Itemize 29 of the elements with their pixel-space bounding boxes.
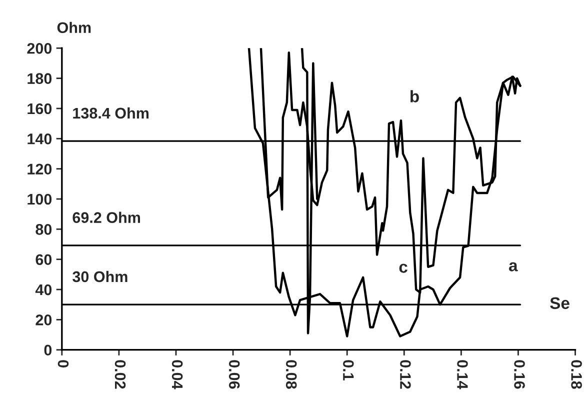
annotation: b: [410, 90, 419, 102]
y-tick-label: 140: [28, 134, 52, 144]
annotation: c: [399, 264, 408, 273]
x-tick-label: 0.06: [228, 360, 240, 389]
x-tick-label: 0.12: [400, 360, 411, 389]
x-tick-label: 0.08: [286, 360, 297, 389]
x-tick-label: 0.04: [172, 360, 183, 390]
x-tick-label: 0: [58, 360, 69, 368]
y-tick-label: 0: [44, 344, 52, 356]
x-tick-label: 0.16: [514, 360, 525, 389]
x-tick-label: 0.02: [114, 360, 126, 389]
y-tick-label: 120: [28, 164, 52, 175]
y-tick-label: 100: [28, 194, 52, 205]
x-tick-label: 0.14: [457, 360, 468, 390]
x-tick-label: 0.18: [571, 360, 582, 389]
y-tick-label: 160: [28, 103, 52, 114]
annotation: a: [508, 262, 518, 272]
y-tick-label: 200: [27, 43, 52, 54]
ref-line-label: 30 Ohm: [72, 270, 128, 282]
y-tick-label: 60: [36, 254, 52, 266]
ref-line-label: 138.4 Ohm: [73, 107, 148, 119]
y-tick-label: 180: [28, 73, 52, 84]
y-axis-title: Ohm: [57, 22, 91, 34]
y-tick-label: 80: [36, 224, 52, 235]
y-tick-label: 20: [36, 314, 52, 326]
ref-line-label: 69.2 Ohm: [72, 212, 140, 223]
annotation: Se: [550, 297, 570, 310]
y-tick-label: 40: [35, 284, 52, 296]
x-tick-label: 0.1: [342, 360, 354, 380]
